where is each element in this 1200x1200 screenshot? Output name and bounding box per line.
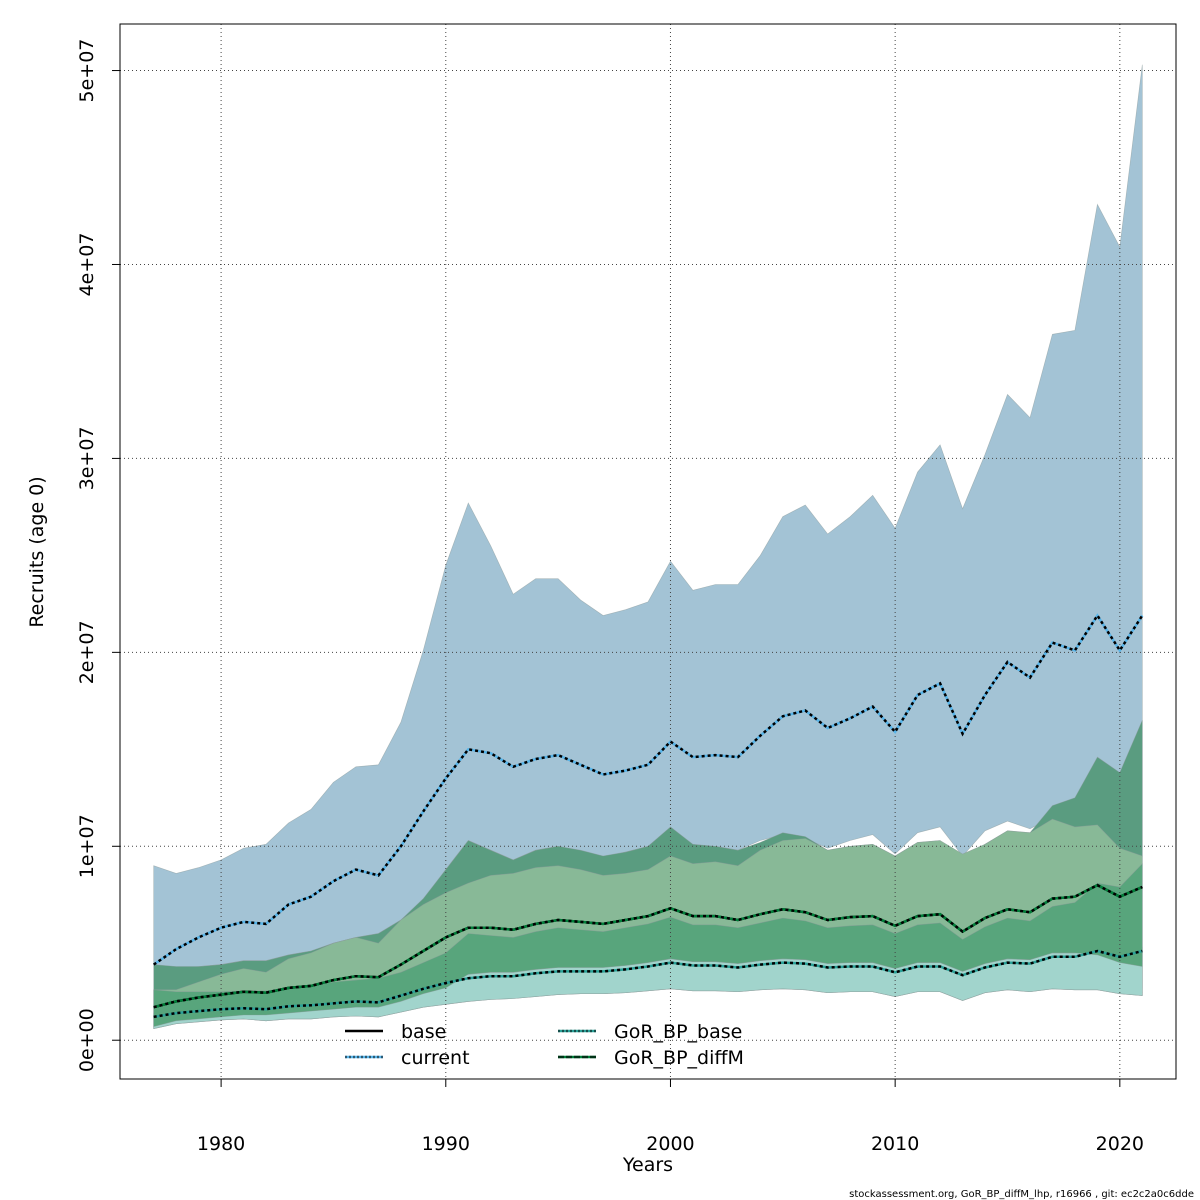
line-GoR_BP_base-dash bbox=[153, 949, 1143, 1019]
line-GoR_BP_diffM-dash bbox=[153, 883, 1143, 1009]
legend-label: GoR_BP_diffM bbox=[614, 1047, 744, 1069]
line-current-dash bbox=[152, 613, 1144, 966]
x-tick-label: 2020 bbox=[1096, 1133, 1144, 1155]
legend-item: base bbox=[345, 1021, 446, 1043]
x-tick-label: 1990 bbox=[422, 1133, 470, 1155]
x-tick-label: 2000 bbox=[646, 1133, 694, 1155]
y-tick-label: 4e+07 bbox=[76, 233, 98, 297]
y-tick-label: 0e+00 bbox=[76, 1008, 98, 1072]
band-current bbox=[153, 64, 1143, 969]
legend-label: base bbox=[401, 1021, 446, 1043]
x-tick-label: 1980 bbox=[197, 1133, 245, 1155]
series-lines bbox=[152, 613, 1144, 1019]
legend-label: current bbox=[401, 1047, 470, 1069]
confidence-bands bbox=[153, 64, 1143, 1029]
legend-item: GoR_BP_diffM bbox=[558, 1047, 744, 1069]
legend-item: current bbox=[345, 1047, 470, 1069]
y-tick-label: 5e+07 bbox=[76, 39, 98, 103]
legend-item: GoR_BP_base bbox=[558, 1021, 742, 1043]
x-axis-title: Years bbox=[622, 1154, 673, 1176]
legend: base current GoR_BP_base GoR_BP_diffM bbox=[345, 1021, 744, 1069]
band-base-inner bbox=[153, 862, 1143, 1027]
y-axis-title: Recruits (age 0) bbox=[26, 476, 48, 627]
grid-lines bbox=[120, 24, 1176, 1079]
x-axis: 1980 1990 2000 2010 2020 bbox=[197, 1078, 1144, 1155]
x-tick-label: 2010 bbox=[871, 1133, 919, 1155]
y-tick-label: 3e+07 bbox=[76, 426, 98, 490]
legend-label: GoR_BP_base bbox=[614, 1021, 742, 1043]
footer-text: stockassessment.org, GoR_BP_diffM_lhp, r… bbox=[849, 1189, 1194, 1200]
y-axis: 0e+00 1e+07 2e+07 3e+07 4e+07 5e+07 bbox=[76, 39, 120, 1072]
y-tick-label: 2e+07 bbox=[76, 620, 98, 684]
y-tick-label: 1e+07 bbox=[76, 814, 98, 878]
